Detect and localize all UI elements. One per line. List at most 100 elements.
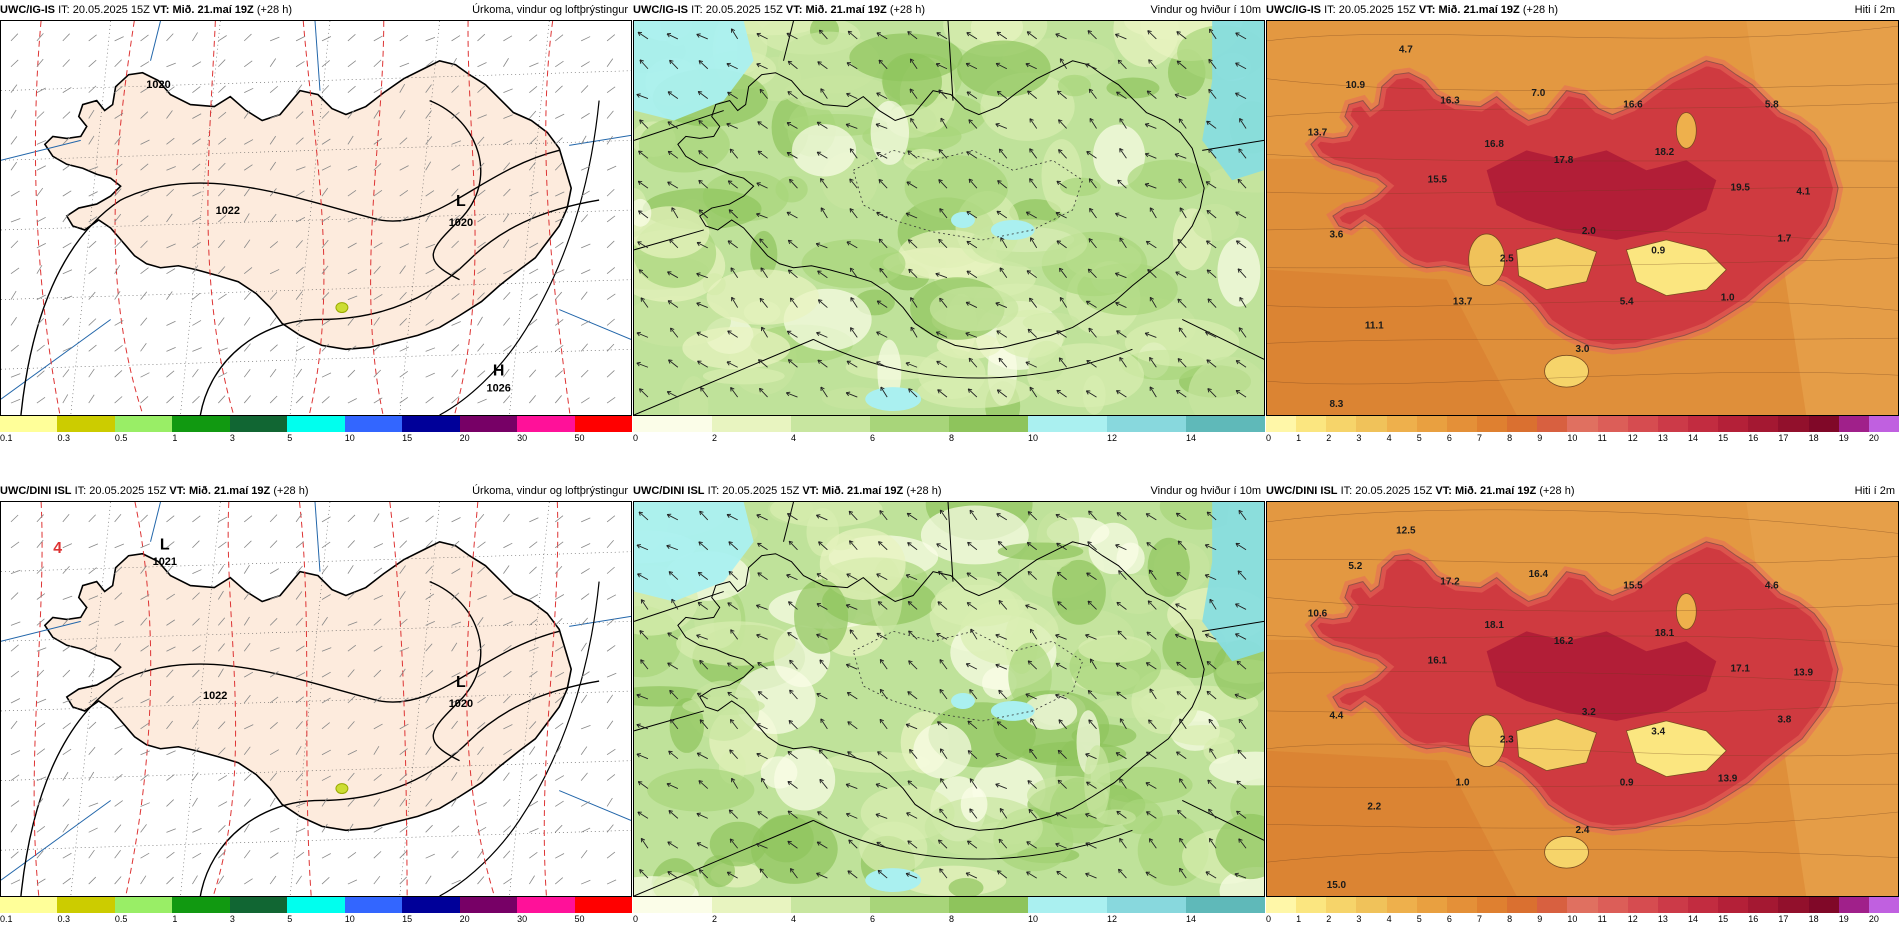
forecast-map[interactable]: 12.5 5.2 17.2 16.4 15.5 4.6 10.6 18.1 16.2 18.1 16… [1266, 501, 1899, 897]
legend-swatch [633, 416, 712, 432]
legend-tick-label: 16 [1748, 914, 1759, 924]
legend-swatch [1838, 416, 1869, 432]
temperature-label: 17.1 [1731, 663, 1751, 674]
color-legend: 0 1 2 3 4 5 6 7 8 9 10 11 12 13 14 15 16 17 18 19 20 [1266, 897, 1899, 924]
panel-header: UWC/IG-IS IT: 20.05.2025 15Z VT: Mið. 21… [0, 2, 632, 18]
legend-tick-label: 15 [402, 433, 413, 443]
forecast-map[interactable]: 1020 L 1020 H 1026 1022 [0, 20, 632, 416]
map-canvas: L 1021 L 1020 1022 4 [1, 502, 631, 896]
lead-time: (+28 h) [889, 4, 925, 16]
legend-tick-label: 30 [517, 433, 528, 443]
legend-swatch [114, 897, 173, 913]
map-canvas [634, 21, 1264, 415]
temperature-label: 2.2 [1367, 801, 1381, 812]
legend-tick-label: 0.3 [57, 433, 70, 443]
init-time-label: IT: [58, 4, 70, 16]
legend-swatch [791, 897, 870, 913]
legend-tick-label: 17 [1778, 433, 1789, 443]
temperature-label: 10.6 [1308, 608, 1328, 619]
map-canvas: 1020 L 1020 H 1026 1022 [1, 21, 631, 415]
panel-header: UWC/DINI ISL IT: 20.05.2025 15Z VT: Mið.… [633, 483, 1265, 499]
lead-time: (+28 h) [273, 485, 309, 497]
forecast-panel-precip: UWC/IG-IS IT: 20.05.2025 15Z VT: Mið. 21… [0, 2, 632, 462]
init-time-label: IT: [1340, 485, 1353, 497]
legend-tick-label: 16 [1748, 433, 1759, 443]
legend-swatch [1186, 416, 1265, 432]
legend-swatch [0, 416, 58, 432]
legend-swatch [1808, 416, 1839, 432]
legend-swatch [1107, 416, 1186, 432]
legend-tick-label: 20 [459, 433, 470, 443]
map-label: L [160, 536, 170, 553]
map-canvas: 4.7 10.9 16.3 7.0 16.6 5.8 13.7 16.8 17.8 18.2 15.… [1267, 21, 1898, 415]
panel-header: UWC/IG-IS IT: 20.05.2025 15Z VT: Mið. 21… [633, 2, 1265, 18]
panel-header: UWC/DINI ISL IT: 20.05.2025 15Z VT: Mið.… [1266, 483, 1899, 499]
forecast-map[interactable] [633, 20, 1265, 416]
map-canvas: 12.5 5.2 17.2 16.4 15.5 4.6 10.6 18.1 16.2 18.1 16… [1267, 502, 1898, 896]
forecast-panel-wind: UWC/IG-IS IT: 20.05.2025 15Z VT: Mið. 21… [633, 2, 1265, 462]
legend-colorbar [0, 416, 632, 432]
legend-tick-label: 5 [1416, 433, 1422, 443]
map-label: 1026 [487, 382, 511, 394]
legend-swatch [1476, 897, 1508, 913]
legend-swatch [1537, 897, 1568, 913]
panel-title: Hiti í 2m [1854, 485, 1895, 497]
legend-tick-label: 4 [1386, 433, 1392, 443]
temperature-label: 13.9 [1718, 774, 1738, 785]
color-legend: 0.1 0.3 0.5 1 3 5 10 15 20 30 50 [0, 897, 632, 924]
legend-swatch [633, 897, 712, 913]
legend-tick-label: 0 [1266, 914, 1272, 924]
temperature-label: 13.7 [1308, 127, 1328, 138]
temperature-label: 5.2 [1348, 561, 1362, 572]
temperature-label: 4.7 [1399, 45, 1413, 56]
legend-swatch [1657, 897, 1688, 913]
legend-tick-label: 20 [459, 914, 470, 924]
temperature-label: 12.5 [1396, 526, 1416, 537]
forecast-map[interactable]: L 1021 L 1020 1022 4 [0, 501, 632, 897]
legend-swatch [517, 897, 575, 913]
temperature-label: 7.0 [1531, 88, 1545, 99]
forecast-map[interactable] [633, 501, 1265, 897]
temperature-label: 3.8 [1777, 715, 1791, 726]
temperature-label: 17.8 [1554, 155, 1574, 166]
legend-tick-label: 4 [1386, 914, 1392, 924]
legend-tick-label: 6 [870, 433, 876, 443]
panel-header: UWC/DINI ISL IT: 20.05.2025 15Z VT: Mið.… [0, 483, 632, 499]
legend-swatch [1597, 897, 1628, 913]
init-time-label: IT: [691, 4, 703, 16]
legend-swatch [1266, 897, 1297, 913]
forecast-map[interactable]: 4.7 10.9 16.3 7.0 16.6 5.8 13.7 16.8 17.8 18.2 15.… [1266, 20, 1899, 416]
legend-tick-label: 2 [712, 433, 718, 443]
legend-tick-label: 18 [1808, 433, 1819, 443]
init-time-value: 20.05.2025 15Z [1338, 4, 1416, 16]
temperature-label: 10.9 [1346, 80, 1366, 91]
legend-swatch [1326, 416, 1357, 432]
legend-tick-label: 3 [1356, 914, 1362, 924]
legend-ticks: 0 2 4 6 8 10 12 14 [633, 433, 1265, 443]
legend-tick-label: 17 [1778, 914, 1789, 924]
legend-colorbar [1266, 416, 1899, 432]
legend-swatch [1687, 416, 1719, 432]
iceland-coastline [677, 541, 1205, 831]
legend-tick-label: 18 [1808, 914, 1819, 924]
legend-tick-label: 6 [1446, 433, 1452, 443]
temperature-label: 4.4 [1329, 711, 1343, 722]
legend-swatch [57, 897, 115, 913]
legend-tick-label: 0.3 [57, 914, 70, 924]
legend-tick-label: 12 [1107, 914, 1118, 924]
legend-tick-label: 11 [1597, 433, 1607, 443]
panel-title: Hiti í 2m [1854, 4, 1895, 16]
legend-swatch [229, 416, 288, 432]
legend-tick-label: 9 [1537, 433, 1543, 443]
temperature-label: 15.5 [1428, 175, 1448, 186]
legend-tick-label: 0.1 [0, 914, 13, 924]
legend-colorbar [633, 416, 1265, 432]
map-canvas [634, 502, 1264, 896]
color-legend: 0 2 4 6 8 10 12 14 [633, 897, 1265, 924]
legend-ticks: 0.1 0.3 0.5 1 3 5 10 15 20 30 50 [0, 914, 632, 924]
init-time-value: 20.05.2025 15Z [89, 485, 167, 497]
temperature-label: 16.1 [1428, 656, 1448, 667]
legend-swatch [870, 897, 949, 913]
legend-swatch [517, 416, 575, 432]
